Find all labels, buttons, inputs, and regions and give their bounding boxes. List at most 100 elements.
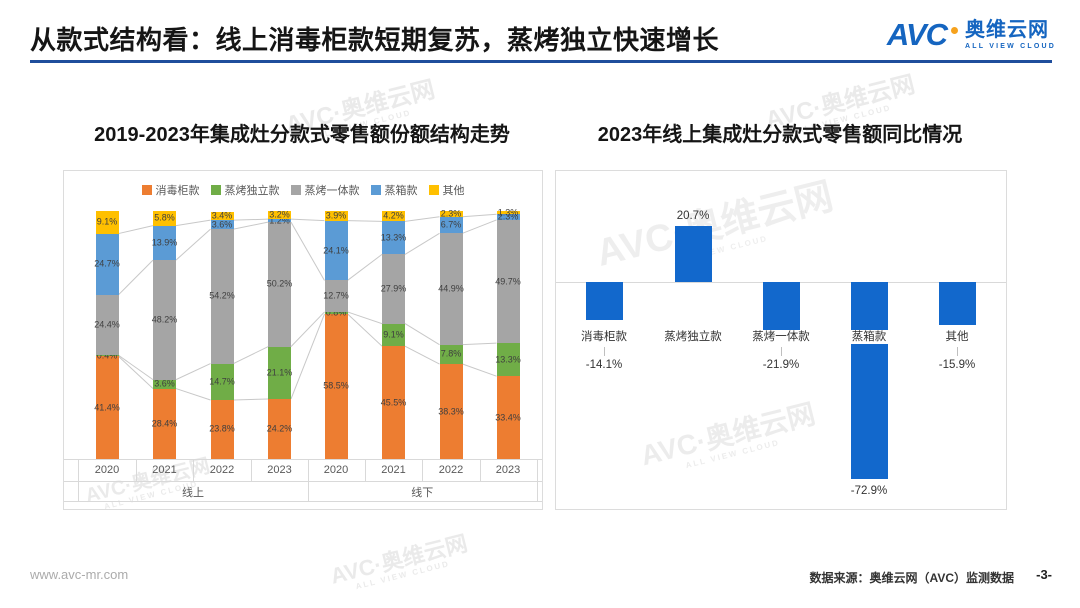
segment-value-label: 7.8% [440, 348, 462, 359]
yoy-bar [585, 282, 623, 321]
bar-segment [95, 211, 119, 234]
year-label: 2022 [438, 464, 464, 476]
segment-value-label: 13.3% [495, 354, 521, 365]
group-label-offline: 线下 [411, 487, 434, 499]
value-label: -72.9% [850, 484, 888, 497]
segment-value-label: 13.3% [380, 232, 407, 243]
segment-value-label: 1.2% [269, 215, 290, 226]
bar-segment [324, 313, 348, 459]
bar-segment [268, 211, 291, 220]
bar-segment [153, 211, 176, 226]
segment-value-label: 21.1% [266, 367, 293, 378]
legend-swatch [428, 185, 439, 195]
segment-value-label: 27.9% [380, 283, 407, 294]
axis-tick [307, 481, 309, 501]
bar-segment [210, 220, 234, 230]
segment-value-label: 0.4% [96, 350, 118, 361]
axis-line [64, 501, 542, 502]
segment-value-label: 3.4% [211, 210, 233, 221]
bar-segment [496, 219, 520, 344]
axis-tick [422, 459, 424, 481]
year-label: 2020 [323, 464, 349, 476]
axis-tick [250, 459, 252, 481]
segment-value-label: 49.7% [495, 276, 521, 287]
bar-segment [382, 221, 405, 255]
bar-segment [439, 211, 463, 217]
segment-value-label: 3.6% [154, 378, 175, 389]
category-label: 消毒柜款 [579, 330, 629, 344]
segment-value-label: 28.4% [151, 418, 178, 429]
segment-value-label: 24.1% [323, 245, 349, 256]
bar-segment [268, 222, 291, 347]
bar-segment [382, 323, 405, 347]
bar-segment [324, 211, 348, 221]
bar-segment [439, 216, 463, 234]
legend-label: 消毒柜款 [155, 185, 200, 197]
segment-value-label: 14.7% [209, 376, 235, 387]
legend-item: 蒸烤独立款 [210, 182, 280, 198]
axis-tick [78, 459, 80, 481]
bar-segment [324, 311, 348, 314]
segment-value-label: 24.2% [266, 423, 293, 434]
bar-segment [95, 355, 119, 357]
axis-tick [135, 459, 137, 481]
bar-segment [210, 211, 234, 221]
avc-logo-tagline: ALL VIEW CLOUD [965, 43, 1056, 50]
segment-value-label: 3.9% [325, 210, 347, 221]
bar-segment [268, 346, 291, 399]
legend-label: 其他 [442, 185, 465, 197]
segment-value-label: 58.5% [323, 380, 349, 391]
bar-segment [382, 254, 405, 324]
segment-value-label: 2.3% [440, 208, 462, 219]
axis-line [64, 481, 542, 482]
segment-value-label: 3.2% [269, 209, 290, 220]
value-label: -14.1% [585, 359, 623, 371]
legend-swatch [210, 185, 221, 195]
segment-value-label: 50.2% [266, 278, 293, 289]
footer-website: www.avc-mr.com [30, 567, 129, 582]
yoy-bar [938, 282, 976, 325]
footer-data-source: 数据来源：奥维云网（AVC）监测数据 [809, 571, 1014, 585]
bar-segment [496, 211, 520, 215]
segment-value-label: 1.3% [497, 207, 519, 218]
header-divider [30, 60, 1052, 63]
bar-segment [153, 379, 176, 389]
bar-segment [210, 229, 234, 364]
left-chart-title: 2019-2023年集成灶分款式零售额份额结构走势 [94, 124, 510, 146]
bar-segment [439, 344, 463, 365]
axis-line [64, 459, 542, 460]
segment-value-label: 45.5% [380, 397, 407, 408]
axis-tick [78, 481, 80, 501]
segment-value-label: 5.8% [154, 212, 175, 223]
year-label: 2021 [381, 464, 406, 476]
segment-value-label: 23.8% [209, 423, 235, 434]
value-label: -15.9% [938, 359, 976, 371]
value-label: -21.9% [762, 359, 800, 371]
bar-segment [153, 225, 176, 261]
yoy-bar [674, 226, 712, 282]
bar-segment [439, 364, 463, 459]
legend-item: 消毒柜款 [141, 182, 200, 198]
bar-segment [153, 260, 176, 380]
value-label: 20.7% [676, 210, 710, 223]
bar-segment [210, 399, 234, 459]
bar-segment [95, 356, 119, 459]
watermark: AVC·奥维云网 ALL VIEW CLOUD [327, 530, 470, 592]
segment-value-label: 0.8% [325, 307, 347, 318]
label-tick-line [604, 347, 605, 356]
right-chart-title: 2023年线上集成灶分款式零售额同比情况 [597, 124, 963, 146]
category-label: 蒸箱款 [849, 330, 889, 344]
segment-value-label: 24.4% [94, 319, 120, 330]
axis-tick [536, 481, 538, 501]
year-label: 2023 [267, 464, 292, 476]
segment-value-label: 41.4% [94, 402, 120, 413]
segment-value-label: 33.4% [495, 412, 521, 423]
legend-label: 蒸箱款 [384, 185, 418, 197]
legend-swatch [141, 185, 152, 195]
bar-segment [496, 376, 520, 459]
stacked-share-chart: 消毒柜款 蒸烤独立款 蒸烤一体款 蒸箱款 其他 41.4% 0.4% 24.4% 24.7% 9.… [63, 170, 543, 510]
legend-item: 其他 [428, 182, 465, 198]
axis-tick [193, 459, 195, 481]
bar-segment [268, 219, 291, 223]
